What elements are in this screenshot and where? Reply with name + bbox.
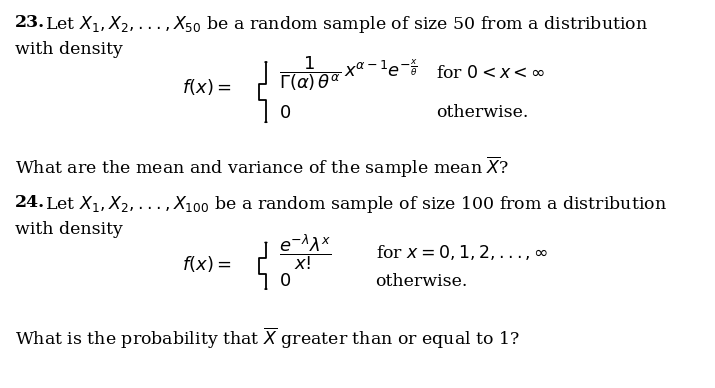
Text: with density: with density	[15, 221, 123, 238]
Text: $0$: $0$	[279, 104, 291, 121]
Text: $0$: $0$	[279, 272, 291, 290]
Text: otherwise.: otherwise.	[375, 273, 468, 290]
Text: 24.: 24.	[15, 194, 45, 211]
Text: otherwise.: otherwise.	[436, 104, 528, 121]
Text: $\dfrac{1}{\Gamma(\alpha)\,\theta^\alpha}\, x^{\alpha-1} e^{-\frac{x}{\theta}}$: $\dfrac{1}{\Gamma(\alpha)\,\theta^\alpha…	[279, 54, 418, 93]
Text: Let $X_1, X_2, ..., X_{50}$ be a random sample of size 50 from a distribution: Let $X_1, X_2, ..., X_{50}$ be a random …	[46, 14, 649, 35]
Text: for $x = 0, 1, 2, ..., \infty$: for $x = 0, 1, 2, ..., \infty$	[375, 243, 548, 262]
Text: Let $X_1, X_2, ..., X_{100}$ be a random sample of size 100 from a distribution: Let $X_1, X_2, ..., X_{100}$ be a random…	[46, 194, 667, 215]
Text: What is the probability that $\overline{X}$ greater than or equal to 1?: What is the probability that $\overline{…	[15, 326, 521, 351]
Text: What are the mean and variance of the sample mean $\overline{X}$?: What are the mean and variance of the sa…	[15, 155, 510, 180]
Text: with density: with density	[15, 41, 123, 58]
Text: for $0 < x < \infty$: for $0 < x < \infty$	[436, 65, 546, 82]
Text: $\dfrac{e^{-\lambda}\lambda^x}{x!}$: $\dfrac{e^{-\lambda}\lambda^x}{x!}$	[279, 232, 331, 272]
Text: $f(x) = $: $f(x) = $	[182, 77, 232, 97]
Text: 23.: 23.	[15, 14, 45, 31]
Text: $f(x) = $: $f(x) = $	[182, 254, 232, 274]
